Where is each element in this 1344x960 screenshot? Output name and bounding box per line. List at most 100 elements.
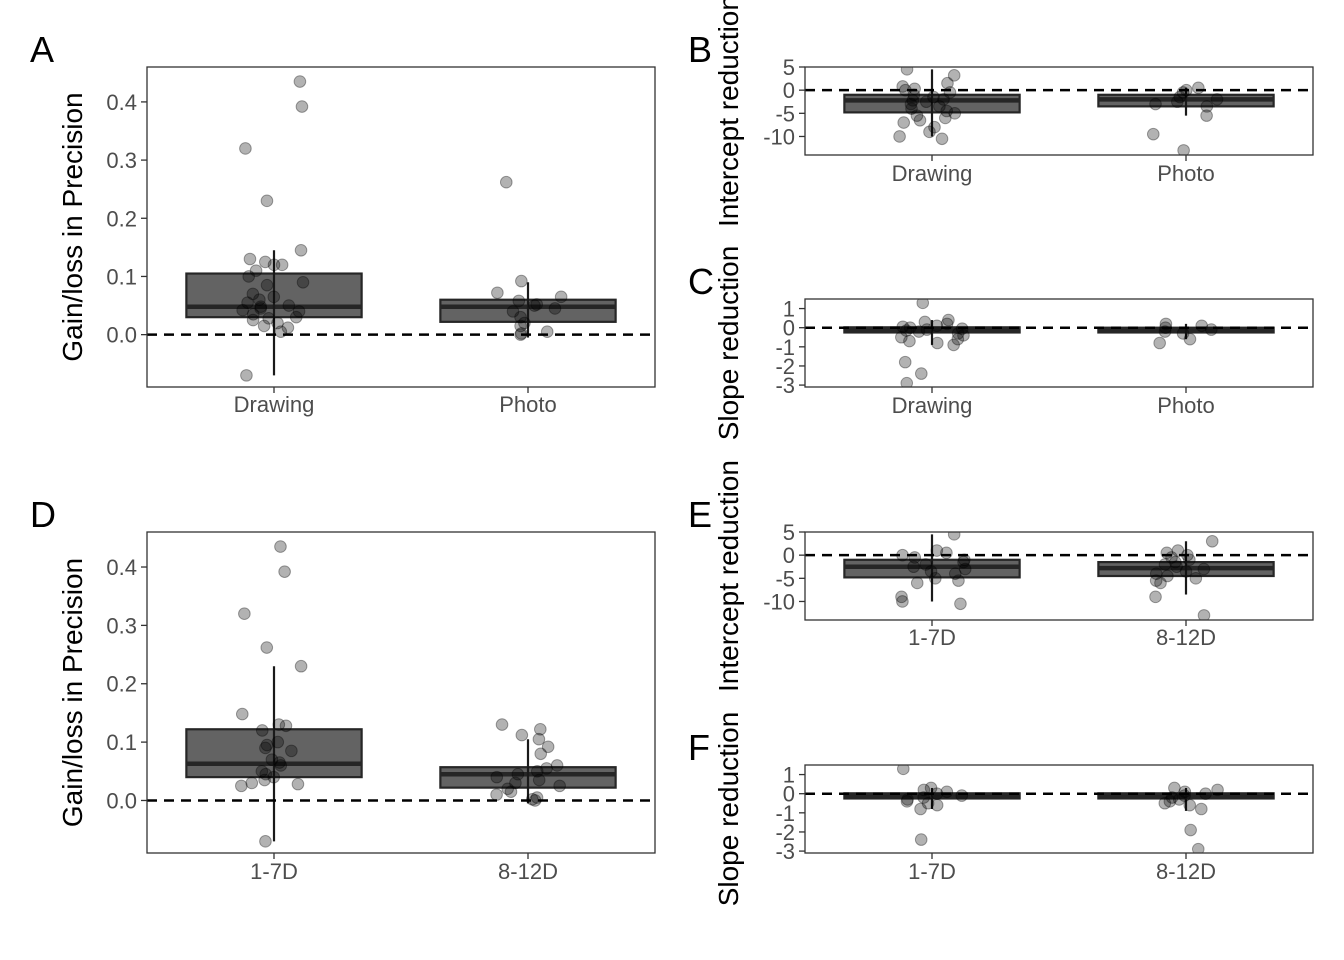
- data-point-a-drawing-13: [246, 287, 260, 301]
- data-point-a-drawing-29: [274, 325, 288, 339]
- data-point-e-17d-2: [940, 546, 953, 560]
- data-point-c-drawing-3: [940, 317, 954, 331]
- data-point-a-drawing-5: [243, 252, 257, 266]
- data-point-d-17d-21: [291, 777, 305, 791]
- data-point-e-17d-16: [896, 595, 909, 608]
- data-point-d-812d-18: [525, 793, 539, 806]
- data-point-b-drawing-13: [933, 100, 946, 113]
- data-point-f-17d-10: [930, 798, 944, 812]
- data-point-f-17d-7: [901, 793, 914, 806]
- panel-c: C Slope reduction 10-1-2-3 Drawing Photo: [688, 246, 1314, 440]
- data-point-b-drawing-5: [899, 83, 912, 97]
- axis-frame-d: [146, 531, 656, 854]
- data-point-e-812d-11: [1149, 567, 1163, 580]
- data-point-e-17d-13: [952, 574, 965, 587]
- data-point-b-drawing-8: [927, 90, 940, 104]
- data-point-e-17d-11: [948, 567, 962, 580]
- data-point-a-drawing-16: [241, 296, 254, 309]
- data-point-a-drawing-19: [254, 302, 267, 315]
- data-point-c-drawing-7: [955, 322, 969, 335]
- data-point-f-17d-3: [940, 785, 954, 799]
- data-point-a-drawing-9: [249, 264, 263, 277]
- data-point-f-17d-5: [955, 789, 969, 802]
- data-point-a-photo-14: [514, 328, 527, 341]
- data-point-d-17d-7: [279, 719, 293, 733]
- data-point-e-812d-12: [1161, 569, 1174, 583]
- x-tick-label-e-17d: 1-7D: [908, 625, 956, 650]
- data-point-b-photo-10: [1177, 144, 1190, 155]
- data-point-a-drawing-4: [294, 243, 308, 257]
- data-point-d-17d-13: [265, 753, 279, 766]
- data-point-d-17d-20: [245, 776, 259, 790]
- data-point-c-drawing-2: [918, 315, 932, 329]
- data-point-b-drawing-1: [947, 69, 961, 82]
- y-tick-label-d-3: 0.3: [106, 613, 137, 638]
- data-point-c-photo-6: [1183, 332, 1197, 346]
- data-point-d-17d-0: [274, 540, 287, 553]
- data-point-f-17d-2: [917, 783, 931, 797]
- data-point-d-17d-15: [274, 759, 288, 772]
- x-tick-label-d-17d: 1-7D: [250, 859, 298, 884]
- axis-frame-c: [804, 298, 1314, 388]
- data-point-d-17d-2: [238, 607, 251, 621]
- data-point-a-drawing-20: [236, 303, 249, 317]
- x-tick-label-a-photo: Photo: [499, 392, 557, 417]
- data-point-b-drawing-3: [896, 80, 909, 93]
- data-point-a-photo-2: [491, 286, 504, 300]
- data-point-e-17d-9: [958, 562, 972, 576]
- data-point-d-17d-10: [260, 738, 274, 752]
- data-point-d-812d-0: [495, 718, 509, 731]
- y-tick-label-a-1: 0.1: [106, 264, 137, 289]
- data-point-f-17d-4: [930, 787, 944, 800]
- data-point-d-17d-4: [294, 659, 308, 673]
- data-point-a-photo-12: [540, 325, 554, 339]
- axis-frame-a: [146, 66, 656, 388]
- data-point-a-photo-13: [515, 327, 528, 340]
- data-point-f-812d-2: [1178, 785, 1192, 799]
- data-point-e-17d-10: [924, 565, 938, 578]
- y-tick-label-e-1: 0: [783, 543, 795, 568]
- data-point-d-812d-1: [534, 722, 547, 736]
- y-tick-label-b-0: 5: [783, 55, 795, 80]
- data-point-a-drawing-14: [267, 290, 281, 304]
- data-point-b-drawing-18: [939, 111, 952, 125]
- data-point-f-17d-9: [921, 796, 935, 810]
- x-tick-label-b-photo: Photo: [1157, 161, 1215, 186]
- plot-area-b: [805, 67, 1313, 155]
- y-tick-label-b-2: -5: [775, 101, 795, 126]
- data-point-a-drawing-11: [296, 275, 310, 289]
- data-point-c-drawing-13: [895, 330, 908, 344]
- data-point-d-812d-15: [504, 785, 518, 799]
- data-point-d-17d-1: [278, 565, 291, 578]
- data-point-c-drawing-11: [951, 327, 965, 340]
- data-point-e-17d-7: [919, 558, 933, 571]
- panel-letter-e: E: [688, 494, 712, 535]
- y-tick-label-f-0: 1: [783, 763, 795, 788]
- data-point-d-17d-9: [271, 735, 285, 749]
- plot-area-f: [805, 765, 1313, 853]
- data-point-e-17d-1: [930, 544, 944, 557]
- x-tick-label-f-17d: 1-7D: [908, 859, 956, 884]
- data-point-d-812d-2: [515, 728, 529, 742]
- y-axis-title-a: Gain/loss in Precision: [57, 92, 88, 361]
- data-point-a-drawing-10: [242, 270, 256, 283]
- y-tick-label-e-2: -5: [775, 566, 795, 591]
- data-point-d-17d-18: [267, 770, 281, 784]
- data-point-a-drawing-25: [246, 313, 260, 327]
- data-point-d-812d-19: [528, 794, 542, 807]
- data-point-b-drawing-9: [937, 93, 950, 106]
- data-point-e-812d-3: [1181, 548, 1194, 562]
- data-point-a-drawing-22: [246, 307, 260, 321]
- data-point-b-photo-2: [1176, 86, 1190, 99]
- data-point-d-812d-4: [541, 740, 555, 754]
- data-point-f-812d-8: [1158, 796, 1172, 810]
- data-point-f-812d-4: [1178, 789, 1191, 802]
- data-point-b-drawing-14: [905, 102, 918, 115]
- data-point-b-drawing-23: [893, 130, 906, 143]
- data-point-a-photo-11: [514, 319, 527, 333]
- data-point-e-17d-17: [954, 597, 967, 611]
- data-point-f-812d-6: [1172, 793, 1186, 806]
- y-tick-label-d-0: 0.0: [106, 788, 137, 813]
- y-tick-label-e-3: -10: [763, 589, 795, 614]
